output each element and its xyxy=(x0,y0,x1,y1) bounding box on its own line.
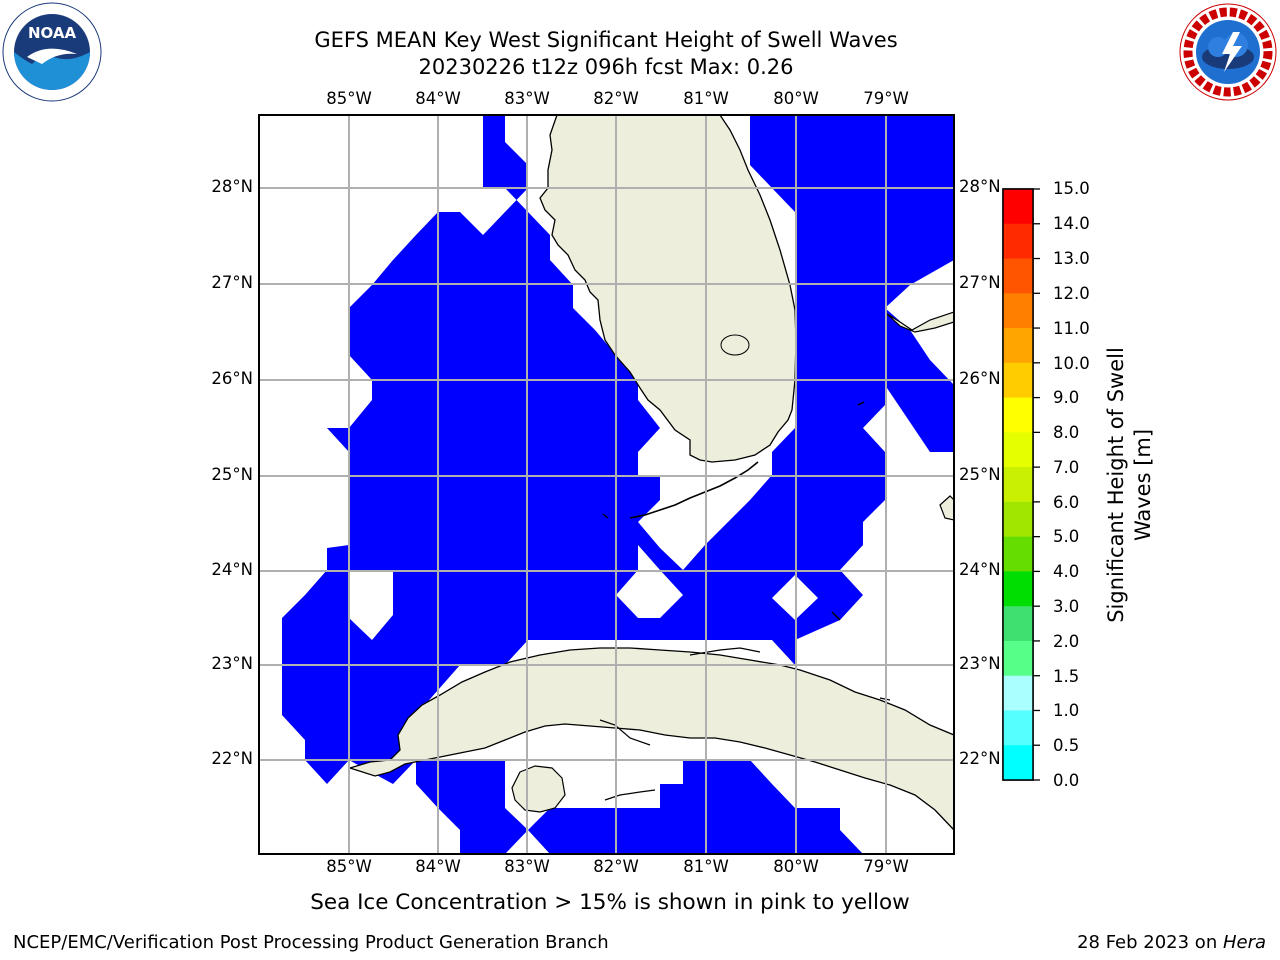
colorbar-label-line2: Waves [m] xyxy=(1131,428,1155,542)
lon-label-top-83: 83°W xyxy=(504,89,550,108)
colorbar-tick-12: 12.0 xyxy=(1053,284,1090,303)
colorbar-tick-8: 8.0 xyxy=(1053,423,1080,442)
lat-label-right-22: 22°N xyxy=(959,749,1001,768)
lon-label-top-80: 80°W xyxy=(773,89,819,108)
lon-label-bottom-85: 85°W xyxy=(326,857,372,876)
lat-label-left-23: 23°N xyxy=(211,654,253,673)
sea-ice-note: Sea Ice Concentration > 15% is shown in … xyxy=(310,890,910,915)
swell-gulf xyxy=(282,115,954,784)
colorbar-tick-1: 1.0 xyxy=(1053,701,1080,720)
colorbar-tick-11: 11.0 xyxy=(1053,319,1090,338)
lon-label-top-85: 85°W xyxy=(326,89,372,108)
colorbar-tick-0-5: 0.5 xyxy=(1053,736,1080,755)
colorbar-tick-9: 9.0 xyxy=(1053,388,1080,407)
swell-field xyxy=(282,115,954,854)
lat-label-right-25: 25°N xyxy=(959,465,1001,484)
colorbar-frame xyxy=(1002,188,1034,781)
lon-label-bottom-79: 79°W xyxy=(863,857,909,876)
lon-label-top-81: 81°W xyxy=(683,89,729,108)
lat-label-left-26: 26°N xyxy=(211,369,253,388)
cuba-land xyxy=(347,647,954,831)
noaa-logo-text: NOAA xyxy=(28,24,77,42)
lon-label-top-79: 79°W xyxy=(863,89,909,108)
lat-label-left-24: 24°N xyxy=(211,560,253,579)
lat-label-right-23: 23°N xyxy=(959,654,1001,673)
lat-label-right-24: 24°N xyxy=(959,560,1001,579)
map-subtitle: 20230226 t12z 096h fcst Max: 0.26 xyxy=(418,55,794,79)
florida-land xyxy=(539,115,797,463)
colorbar-tick-2: 2.0 xyxy=(1053,632,1080,651)
lon-label-bottom-82: 82°W xyxy=(593,857,639,876)
lon-label-bottom-84: 84°W xyxy=(415,857,461,876)
lon-label-top-82: 82°W xyxy=(593,89,639,108)
lon-label-bottom-80: 80°W xyxy=(773,857,819,876)
colorbar-tick-13: 13.0 xyxy=(1053,249,1090,268)
colorbar-tick-0: 0.0 xyxy=(1053,771,1080,790)
colorbar-tick-4: 4.0 xyxy=(1053,562,1080,581)
lat-label-right-27: 27°N xyxy=(959,273,1001,292)
map-grid xyxy=(259,115,954,854)
colorbar-label-line1: Significant Height of Swell xyxy=(1104,347,1128,623)
isla-juventud xyxy=(511,765,566,813)
lon-label-bottom-83: 83°W xyxy=(504,857,550,876)
noaa-logo: NOAA xyxy=(2,2,102,102)
colorbar-tick-10: 10.0 xyxy=(1053,354,1090,373)
lat-label-left-22: 22°N xyxy=(211,749,253,768)
map-frame xyxy=(258,114,955,855)
footer-date-text: 28 Feb 2023 on xyxy=(1077,932,1223,953)
map-title: GEFS MEAN Key West Significant Height of… xyxy=(314,28,898,52)
footer-credit: NCEP/EMC/Verification Post Processing Pr… xyxy=(13,932,609,953)
lat-label-left-25: 25°N xyxy=(211,465,253,484)
colorbar-label: Significant Height of Swell Waves [m] xyxy=(1103,347,1157,623)
lon-label-bottom-81: 81°W xyxy=(683,857,729,876)
colorbar-tick-6: 6.0 xyxy=(1053,493,1080,512)
colorbar-tick-15: 15.0 xyxy=(1053,179,1090,198)
swell-south-cuba-2 xyxy=(528,760,863,854)
colorbar-tick-3: 3.0 xyxy=(1053,597,1080,616)
footer-machine: Hera xyxy=(1222,932,1266,953)
colorbar-tick-1-5: 1.5 xyxy=(1053,667,1080,686)
florida-keys xyxy=(629,461,759,519)
lat-label-right-28: 28°N xyxy=(959,177,1001,196)
swell-south-cuba xyxy=(416,760,528,854)
lat-label-left-27: 27°N xyxy=(211,273,253,292)
footer-date: 28 Feb 2023 on Hera xyxy=(1077,932,1266,953)
colorbar-tick-14: 14.0 xyxy=(1053,214,1090,233)
colorbar-tick-7: 7.0 xyxy=(1053,458,1080,477)
colorbar-tick-5: 5.0 xyxy=(1053,527,1080,546)
nws-logo xyxy=(1178,2,1278,102)
lat-label-left-28: 28°N xyxy=(211,177,253,196)
lat-label-right-26: 26°N xyxy=(959,369,1001,388)
lon-label-top-84: 84°W xyxy=(415,89,461,108)
map-area xyxy=(259,115,954,854)
